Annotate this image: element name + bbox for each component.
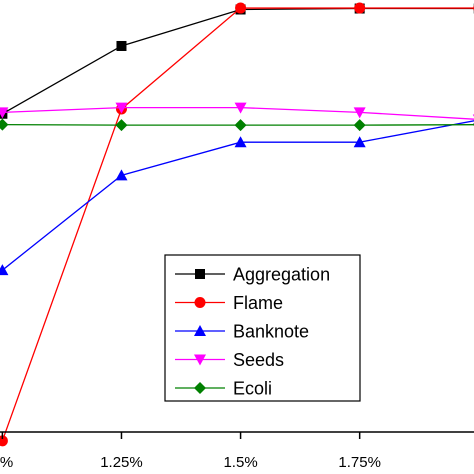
data-point-seeds [353, 107, 366, 119]
legend-marker-flame [194, 297, 206, 308]
series-ecoli [0, 118, 474, 132]
legend-item-banknote: Banknote [175, 322, 309, 342]
data-point-flame [235, 2, 247, 14]
legend-label-ecoli: Ecoli [233, 379, 272, 399]
data-point-ecoli [0, 118, 9, 131]
series-line-aggregation [2, 7, 474, 115]
series-banknote [0, 120, 474, 276]
x-tick-label: 1% [0, 454, 13, 471]
legend-label-banknote: Banknote [233, 322, 309, 342]
data-point-banknote [353, 136, 366, 148]
data-point-banknote [0, 264, 9, 276]
data-point-ecoli [234, 119, 247, 132]
series-seeds [0, 102, 474, 120]
legend-marker-ecoli [194, 382, 206, 394]
legend-item-flame: Flame [175, 293, 283, 313]
data-point-seeds [234, 102, 247, 114]
x-ticks: 1% 1.25% 1.5% 1.75% [0, 432, 381, 471]
legend-label-flame: Flame [233, 293, 283, 313]
data-point-banknote [234, 136, 247, 148]
data-point-banknote [115, 169, 128, 181]
data-point-seeds [115, 102, 128, 114]
legend-box [164, 254, 361, 402]
data-point-ecoli [115, 119, 128, 132]
data-point-seeds [0, 107, 9, 119]
series-layer [0, 2, 474, 447]
data-point-flame [0, 435, 8, 447]
x-tick-label: 1.25% [100, 454, 143, 471]
legend-marker-aggregation [195, 269, 205, 279]
legend: Aggregation Flame Banknote Seeds Ecoli [164, 254, 361, 402]
legend-item-seeds: Seeds [175, 350, 284, 370]
series-line-seeds [2, 106, 474, 120]
data-point-aggregation [116, 40, 127, 51]
legend-label-seeds: Seeds [233, 350, 284, 370]
series-aggregation [0, 3, 474, 119]
x-tick-label: 1.5% [223, 454, 257, 471]
legend-label-aggregation: Aggregation [233, 265, 330, 285]
x-tick-label: 1.75% [338, 454, 381, 471]
data-point-flame [354, 2, 366, 14]
legend-marker-banknote [194, 325, 206, 336]
legend-item-aggregation: Aggregation [175, 265, 330, 285]
legend-marker-seeds [194, 354, 206, 366]
legend-item-ecoli: Ecoli [175, 379, 272, 399]
data-point-ecoli [353, 119, 366, 132]
